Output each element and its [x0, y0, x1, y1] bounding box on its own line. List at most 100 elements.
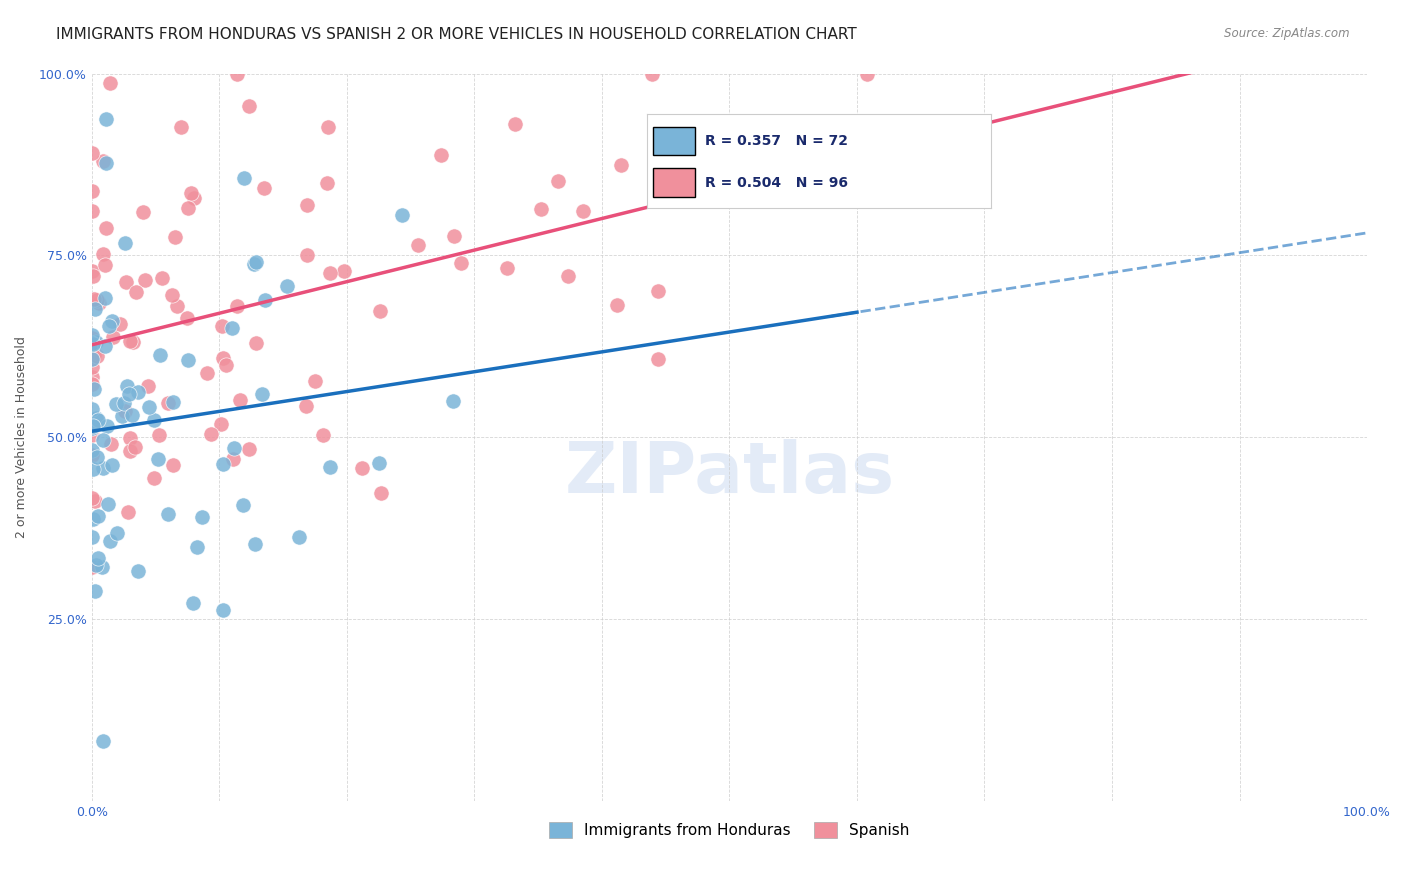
Point — [112, 396, 135, 410]
Point — [83, 293, 105, 307]
Point — [391, 208, 413, 222]
Point — [181, 596, 204, 610]
Point — [142, 413, 165, 427]
Point — [96, 112, 118, 127]
Text: ZIPatlas: ZIPatlas — [564, 439, 894, 508]
Point — [195, 366, 218, 380]
Point — [80, 530, 103, 544]
Point — [100, 458, 122, 473]
Text: IMMIGRANTS FROM HONDURAS VS SPANISH 2 OR MORE VEHICLES IN HOUSEHOLD CORRELATION : IMMIGRANTS FROM HONDURAS VS SPANISH 2 OR… — [56, 27, 858, 42]
Text: Source: ZipAtlas.com: Source: ZipAtlas.com — [1225, 27, 1350, 40]
Point — [82, 203, 104, 218]
Point — [316, 176, 339, 190]
Point — [370, 486, 392, 500]
Point — [108, 318, 131, 332]
Point — [443, 228, 465, 243]
Point — [450, 255, 472, 269]
Point — [84, 301, 107, 316]
Point — [91, 734, 114, 748]
Point — [212, 603, 235, 617]
Point — [86, 450, 108, 464]
Point — [86, 350, 108, 364]
Point — [84, 334, 107, 349]
Point — [117, 386, 139, 401]
Point — [250, 386, 273, 401]
Point — [157, 396, 180, 410]
Point — [83, 584, 105, 599]
Point — [233, 170, 256, 185]
Point — [136, 379, 159, 393]
Point — [82, 418, 104, 433]
Point — [80, 330, 103, 344]
Point — [83, 494, 105, 508]
Point — [91, 461, 114, 475]
Point — [368, 304, 391, 318]
Point — [215, 358, 238, 372]
Point — [312, 428, 335, 442]
Point — [114, 236, 136, 251]
Point — [111, 409, 134, 423]
Point — [89, 295, 111, 310]
Point — [82, 146, 104, 161]
Point — [641, 66, 664, 80]
Point — [166, 299, 188, 313]
Point — [80, 491, 103, 506]
Point — [86, 293, 108, 308]
Point — [295, 197, 318, 211]
Point — [222, 452, 245, 467]
Point — [82, 264, 104, 278]
Point — [91, 154, 114, 169]
Point — [84, 411, 107, 425]
Point — [100, 437, 122, 451]
Point — [94, 339, 117, 353]
Point — [83, 348, 105, 362]
Point — [115, 379, 138, 393]
Point — [304, 374, 326, 388]
Point — [80, 427, 103, 442]
Point — [211, 318, 233, 333]
Point — [245, 336, 267, 351]
Point — [253, 181, 276, 195]
Point — [647, 352, 669, 367]
Point — [209, 417, 232, 431]
Point — [82, 512, 104, 526]
Point — [316, 120, 339, 135]
Point — [143, 471, 166, 485]
Point — [229, 392, 252, 407]
Point — [254, 293, 277, 308]
Point — [100, 534, 122, 549]
Point — [177, 352, 200, 367]
Point — [226, 66, 249, 80]
Point — [297, 248, 319, 262]
Point — [160, 288, 183, 302]
Point — [82, 269, 104, 284]
Point — [170, 120, 193, 134]
Point — [333, 264, 356, 278]
Y-axis label: 2 or more Vehicles in Household: 2 or more Vehicles in Household — [15, 336, 28, 538]
Point — [82, 376, 104, 391]
Point — [180, 186, 202, 200]
Point — [82, 370, 104, 384]
Point — [295, 400, 318, 414]
Point — [132, 204, 155, 219]
Point — [225, 300, 247, 314]
Point — [97, 497, 120, 511]
Point — [319, 459, 342, 474]
Point — [610, 158, 633, 172]
Point — [105, 525, 128, 540]
Point — [94, 291, 117, 305]
Point — [530, 202, 553, 216]
Point — [87, 550, 110, 565]
Point — [96, 221, 118, 235]
Point — [350, 461, 373, 475]
Point — [288, 530, 311, 544]
Point — [177, 201, 200, 215]
Point — [80, 559, 103, 574]
Point — [114, 403, 136, 417]
Point — [156, 508, 179, 522]
Point — [80, 327, 103, 342]
Point — [176, 311, 198, 326]
Point — [91, 433, 114, 447]
Point — [100, 314, 122, 328]
Point — [683, 137, 706, 152]
